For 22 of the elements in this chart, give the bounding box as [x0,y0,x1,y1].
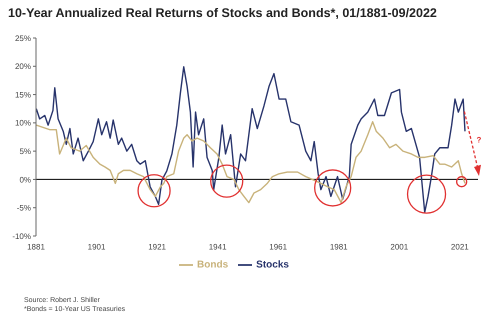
line-series [36,121,466,204]
y-tick-label: 25% [14,34,31,43]
legend-label: Bonds [197,260,228,271]
x-tick-label: 1981 [330,242,348,252]
y-tick-label: -10% [12,232,31,241]
x-tick-label: 1961 [269,242,288,252]
x-tick-label: 2021 [450,242,470,252]
y-tick-label: 5% [19,146,31,156]
y-tick-label: 10% [14,118,31,128]
y-tick-label: -5% [16,204,31,213]
x-tick-label: 1921 [148,242,167,252]
line-series [36,66,466,213]
chart-title: 10-Year Annualized Real Returns of Stocks and Bonds*, 01/1881-09/2022 [8,6,437,20]
x-tick-label: 1881 [27,242,46,252]
x-tick-label: 1941 [208,242,228,252]
y-tick-label: 20% [14,62,31,72]
y-tick-label: 0% [19,175,31,184]
x-tick-label: 2001 [390,242,409,252]
x-tick-label: 1901 [88,242,106,252]
y-tick-label: 15% [14,90,31,100]
annotation: ? [476,136,482,145]
legend-label: Stocks [256,260,289,271]
